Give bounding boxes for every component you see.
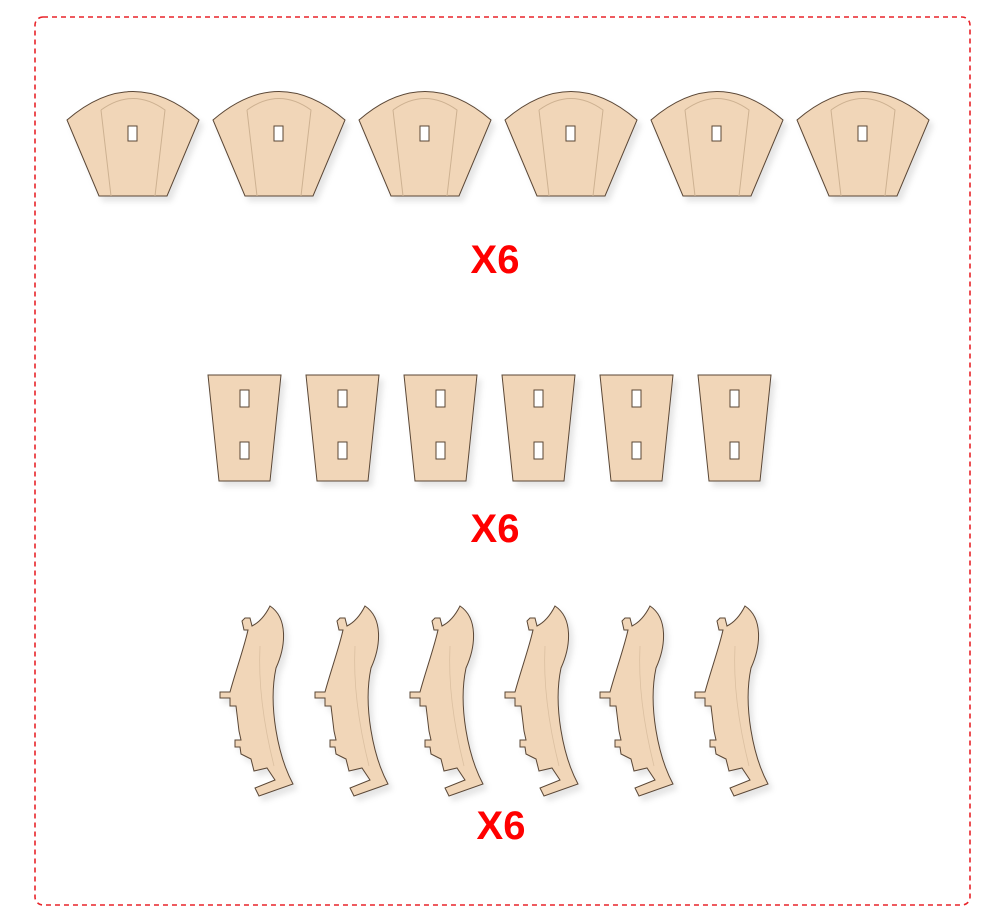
curved-leg — [694, 605, 769, 797]
trapezoid-panel-lower-slot — [435, 441, 446, 460]
trapezoid-panel — [599, 374, 674, 482]
trapezoid-panel-outline — [501, 374, 576, 482]
trapezoid-panel — [403, 374, 478, 482]
curved-leg-outline — [314, 605, 389, 797]
arched-panel-slot — [273, 125, 284, 142]
trapezoid-panel — [207, 374, 282, 482]
trapezoid-panel-outline — [697, 374, 772, 482]
trapezoid-panel-row — [207, 374, 772, 482]
curved-leg-grain-line — [354, 645, 370, 767]
trapezoid-panel-lower-slot — [729, 441, 740, 460]
sheet-border — [34, 16, 971, 906]
trapezoid-panel-upper-slot — [435, 389, 446, 408]
trapezoid-panel — [697, 374, 772, 482]
curved-leg-outline — [599, 605, 674, 797]
curved-leg-grain-line — [449, 645, 465, 767]
curved-leg-row — [219, 605, 769, 797]
trapezoid-panel-lower-slot — [337, 441, 348, 460]
arched-panel-grain-line — [392, 98, 458, 197]
trapezoid-panel-outline — [599, 374, 674, 482]
trapezoid-panel-upper-slot — [533, 389, 544, 408]
trapezoid-panel-upper-slot — [729, 389, 740, 408]
curved-leg — [504, 605, 579, 797]
curved-leg-grain-line — [734, 645, 750, 767]
trapezoid-panel-outline — [207, 374, 282, 482]
arched-top-panel — [212, 91, 346, 197]
curved-leg-grain-line — [544, 645, 560, 767]
arched-panel-slot — [127, 125, 138, 142]
arched-panel-count-label: X6 — [470, 238, 520, 282]
arched-panel-grain-line — [684, 98, 750, 197]
curved-leg-grain-line — [259, 645, 275, 767]
arched-panel-row — [66, 91, 930, 197]
trapezoid-panel-count-label: X6 — [470, 507, 520, 551]
arched-panel-outline — [796, 91, 930, 197]
arched-top-panel — [650, 91, 784, 197]
arched-panel-slot — [419, 125, 430, 142]
arched-panel-outline — [66, 91, 200, 197]
arched-panel-grain-line — [246, 98, 312, 197]
curved-leg-outline — [409, 605, 484, 797]
trapezoid-panel-outline — [305, 374, 380, 482]
curved-leg — [314, 605, 389, 797]
arched-top-panel — [358, 91, 492, 197]
arched-panel-outline — [650, 91, 784, 197]
trapezoid-panel-lower-slot — [631, 441, 642, 460]
arched-top-panel — [504, 91, 638, 197]
arched-panel-outline — [358, 91, 492, 197]
curved-leg-grain-line — [639, 645, 655, 767]
curved-leg-outline — [219, 605, 294, 797]
trapezoid-panel — [305, 374, 380, 482]
curved-leg-outline — [504, 605, 579, 797]
trapezoid-panel-lower-slot — [239, 441, 250, 460]
arched-panel-outline — [212, 91, 346, 197]
trapezoid-panel — [501, 374, 576, 482]
curved-leg — [219, 605, 294, 797]
arched-panel-grain-line — [100, 98, 166, 197]
arched-panel-grain-line — [830, 98, 896, 197]
trapezoid-panel-upper-slot — [337, 389, 348, 408]
curved-leg — [599, 605, 674, 797]
trapezoid-panel-outline — [403, 374, 478, 482]
arched-panel-outline — [504, 91, 638, 197]
curved-leg-count-label: X6 — [476, 804, 526, 848]
curved-leg-outline — [694, 605, 769, 797]
arched-top-panel — [66, 91, 200, 197]
arched-top-panel — [796, 91, 930, 197]
arched-panel-grain-line — [538, 98, 604, 197]
arched-panel-slot — [857, 125, 868, 142]
trapezoid-panel-upper-slot — [631, 389, 642, 408]
trapezoid-panel-upper-slot — [239, 389, 250, 408]
arched-panel-slot — [565, 125, 576, 142]
trapezoid-panel-lower-slot — [533, 441, 544, 460]
arched-panel-slot — [711, 125, 722, 142]
curved-leg — [409, 605, 484, 797]
